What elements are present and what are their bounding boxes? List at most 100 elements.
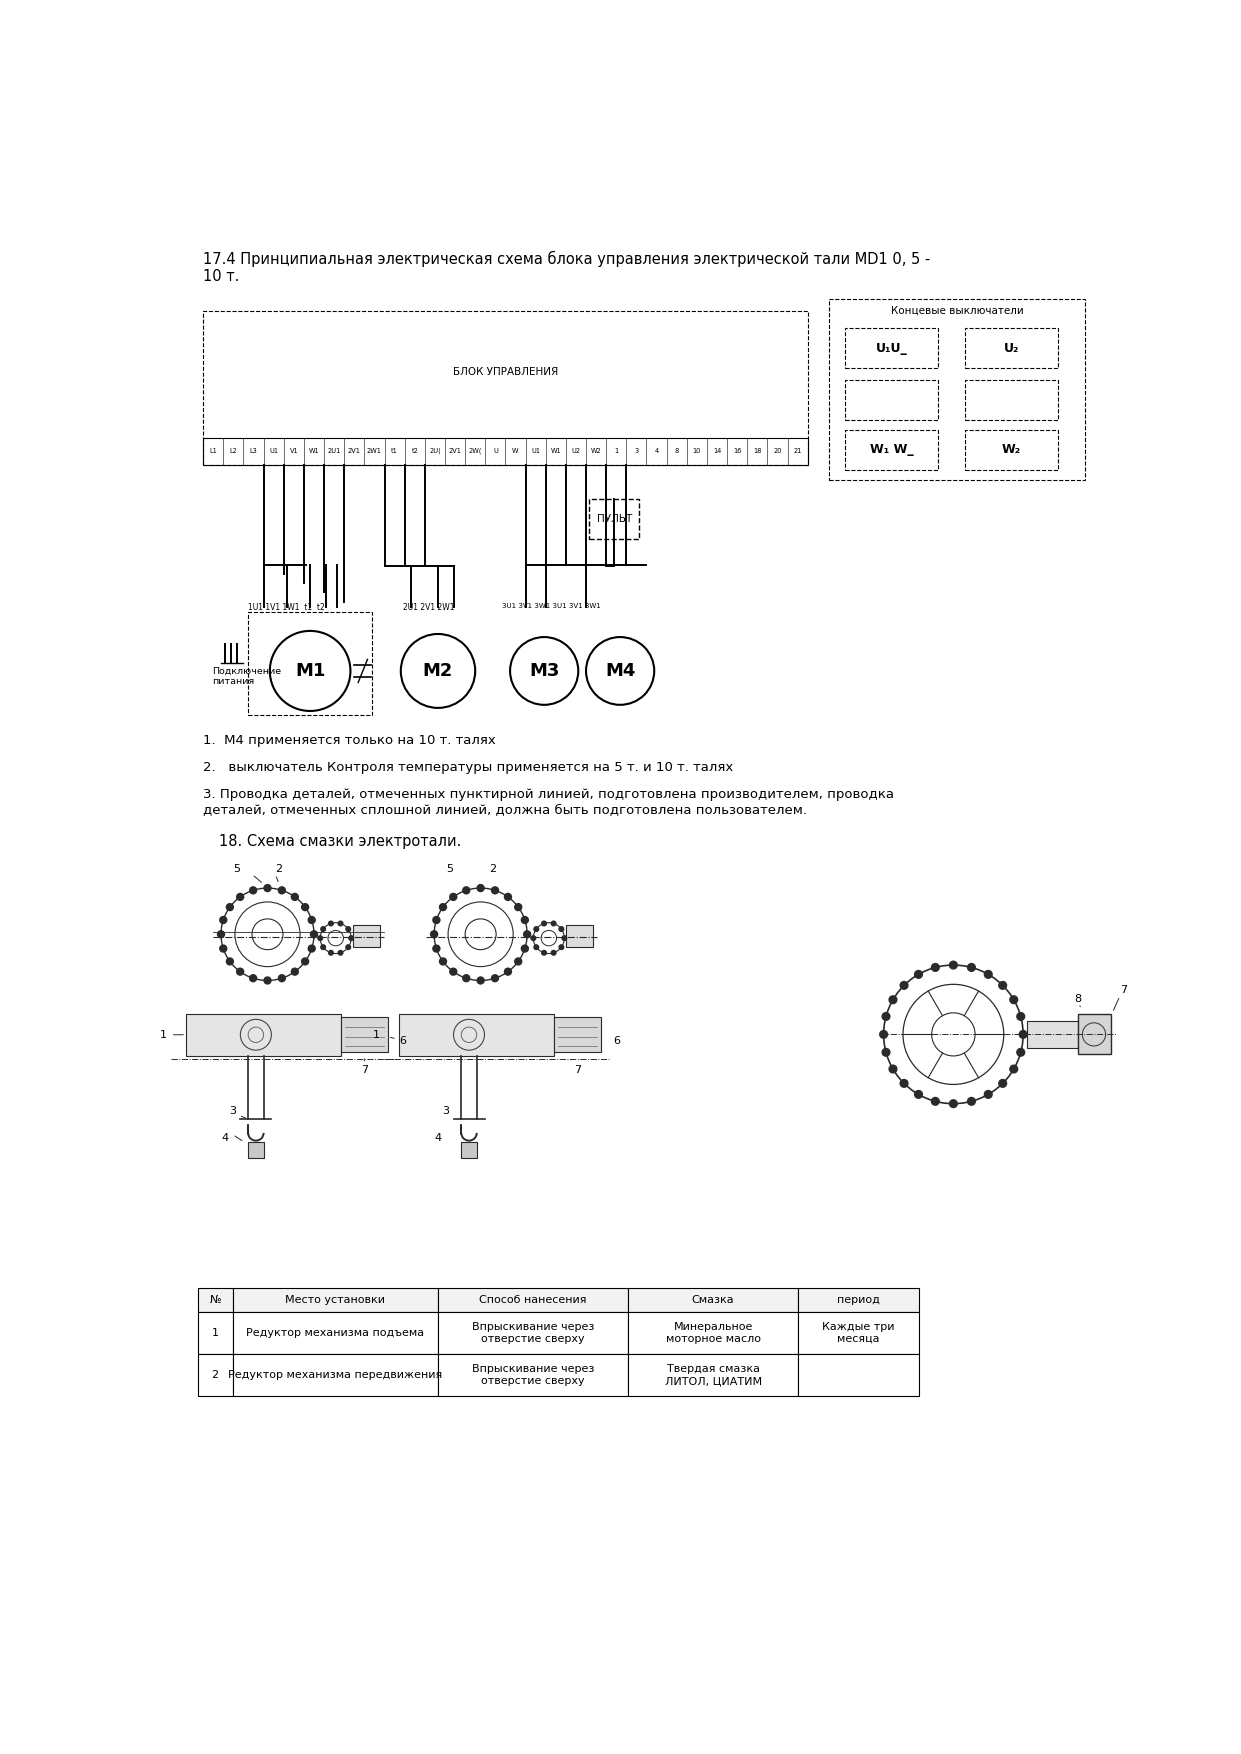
Text: 5: 5 xyxy=(446,863,453,873)
Circle shape xyxy=(542,921,546,926)
Circle shape xyxy=(321,945,325,949)
Text: 3: 3 xyxy=(230,1107,236,1116)
Bar xyxy=(845,381,938,419)
Bar xyxy=(232,1354,438,1396)
Text: 1: 1 xyxy=(614,447,618,454)
Circle shape xyxy=(889,1065,897,1073)
Text: 8: 8 xyxy=(675,447,679,454)
Bar xyxy=(628,1289,798,1312)
Text: Твердая смазка
ЛИТОЛ, ЦИАТИМ: Твердая смазка ЛИТОЛ, ЦИАТИМ xyxy=(665,1365,762,1386)
Bar xyxy=(845,328,938,368)
Bar xyxy=(965,328,1059,368)
Bar xyxy=(845,430,938,470)
Text: 2U1 2V1 2W1: 2U1 2V1 2W1 xyxy=(403,603,454,612)
Circle shape xyxy=(237,968,243,975)
Circle shape xyxy=(220,945,227,952)
Circle shape xyxy=(292,968,298,975)
Circle shape xyxy=(226,958,233,965)
Circle shape xyxy=(264,884,271,891)
Circle shape xyxy=(558,945,563,949)
Circle shape xyxy=(302,958,309,965)
Text: Подключение
питания: Подключение питания xyxy=(212,667,280,686)
Bar xyxy=(204,438,808,465)
Text: 7: 7 xyxy=(573,1065,581,1075)
Text: U1: U1 xyxy=(531,447,540,454)
Bar xyxy=(798,1312,918,1354)
Circle shape xyxy=(515,958,521,965)
Text: U: U xyxy=(493,447,498,454)
Text: 6: 6 xyxy=(613,1035,619,1045)
Circle shape xyxy=(932,963,939,972)
Text: 8: 8 xyxy=(1075,995,1082,1003)
Circle shape xyxy=(531,937,536,940)
Circle shape xyxy=(278,888,285,895)
Bar xyxy=(628,1312,798,1354)
Circle shape xyxy=(1010,1065,1018,1073)
Circle shape xyxy=(915,1091,922,1098)
Circle shape xyxy=(338,921,343,926)
Text: W: W xyxy=(513,447,519,454)
Text: Способ нанесения: Способ нанесения xyxy=(479,1294,587,1305)
Bar xyxy=(965,381,1059,419)
Text: t2: t2 xyxy=(411,447,418,454)
Bar xyxy=(798,1289,918,1312)
Text: 20: 20 xyxy=(773,447,782,454)
Text: Редуктор механизма подъема: Редуктор механизма подъема xyxy=(246,1328,424,1338)
Text: период: период xyxy=(836,1294,880,1305)
Bar xyxy=(248,1142,263,1158)
Text: 21: 21 xyxy=(793,447,802,454)
Circle shape xyxy=(491,975,499,982)
Circle shape xyxy=(534,945,539,949)
Circle shape xyxy=(449,968,457,975)
Circle shape xyxy=(226,903,233,910)
Text: U1: U1 xyxy=(269,447,278,454)
Bar xyxy=(438,1312,628,1354)
Text: 1: 1 xyxy=(159,1030,166,1040)
Circle shape xyxy=(900,982,908,989)
Bar xyxy=(232,1312,438,1354)
Text: 3. Проводка деталей, отмеченных пунктирной линией, подготовлена производителем, : 3. Проводка деталей, отмеченных пунктирн… xyxy=(204,788,895,816)
Circle shape xyxy=(491,888,499,895)
Bar xyxy=(197,1289,232,1312)
Bar xyxy=(197,1354,232,1396)
Text: V1: V1 xyxy=(289,447,298,454)
Text: 7: 7 xyxy=(361,1065,367,1075)
Bar xyxy=(566,924,593,947)
Circle shape xyxy=(968,1098,975,1105)
Text: L3: L3 xyxy=(249,447,257,454)
Text: M4: M4 xyxy=(604,661,635,681)
Text: W₁ W_: W₁ W_ xyxy=(870,444,913,456)
Circle shape xyxy=(318,937,323,940)
Text: 1U1 1V1 1W1  t1  t2: 1U1 1V1 1W1 t1 t2 xyxy=(248,603,325,612)
Text: U2: U2 xyxy=(571,447,581,454)
Text: L1: L1 xyxy=(210,447,217,454)
Text: 4: 4 xyxy=(221,1133,228,1144)
Bar xyxy=(965,430,1059,470)
Circle shape xyxy=(237,893,243,900)
Circle shape xyxy=(968,963,975,972)
Text: 7: 7 xyxy=(1121,984,1127,995)
Circle shape xyxy=(515,903,521,910)
Text: Редуктор механизма передвижения: Редуктор механизма передвижения xyxy=(228,1370,443,1380)
Circle shape xyxy=(562,937,567,940)
Circle shape xyxy=(249,975,257,982)
Circle shape xyxy=(346,926,350,931)
Circle shape xyxy=(1019,1031,1028,1038)
Circle shape xyxy=(1010,996,1018,1003)
Bar xyxy=(438,1354,628,1396)
Text: 2W(: 2W( xyxy=(469,447,482,454)
Text: 1: 1 xyxy=(372,1030,380,1040)
Text: 2.   выключатель Контроля температуры применяется на 5 т. и 10 т. талях: 2. выключатель Контроля температуры прим… xyxy=(204,761,733,774)
Circle shape xyxy=(1016,1049,1025,1056)
Circle shape xyxy=(889,996,897,1003)
Circle shape xyxy=(439,903,447,910)
Text: 16: 16 xyxy=(733,447,741,454)
Circle shape xyxy=(308,917,315,923)
Text: Впрыскивание через
отверстие сверху: Впрыскивание через отверстие сверху xyxy=(472,1323,594,1344)
Circle shape xyxy=(329,921,334,926)
Text: L2: L2 xyxy=(230,447,237,454)
Text: ПУЛЬТ: ПУЛЬТ xyxy=(597,514,632,524)
Circle shape xyxy=(521,917,529,923)
Bar xyxy=(1028,1021,1078,1049)
Text: 3: 3 xyxy=(634,447,638,454)
